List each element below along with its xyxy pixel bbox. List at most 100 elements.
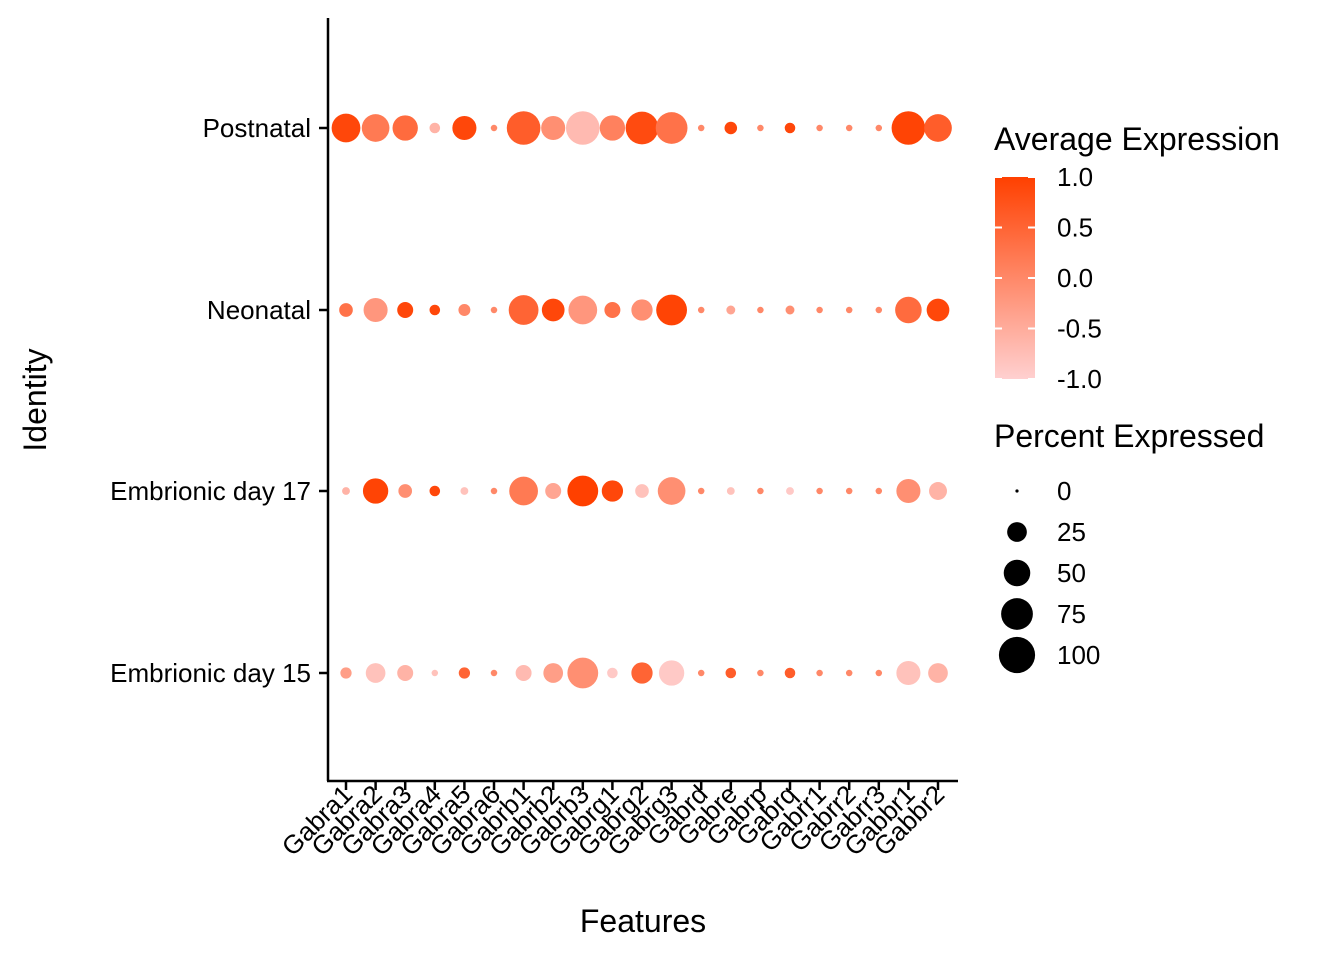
dot-point <box>515 665 532 681</box>
colorbar-label: 0.0 <box>1057 263 1093 293</box>
dot-point <box>786 487 794 495</box>
size-legend-title: Percent Expressed <box>994 418 1264 454</box>
dot-point <box>342 487 350 495</box>
dot-point <box>697 124 705 132</box>
dot-point <box>397 302 414 318</box>
dot-point <box>896 478 921 504</box>
dot-point <box>656 294 687 326</box>
dot-point <box>875 669 883 677</box>
x-ticks: Gabra1Gabra2Gabra3Gabra4Gabra5Gabra6Gabr… <box>276 779 951 862</box>
dot-point <box>845 669 853 677</box>
dot-point <box>545 483 562 499</box>
dot-point <box>757 306 764 314</box>
dot-point <box>429 304 441 316</box>
size-legend-label: 50 <box>1057 558 1086 588</box>
dot-point <box>509 476 538 506</box>
dot-point <box>724 121 738 135</box>
color-legend: Average Expression 1.0 0.5 0.0 -0.5 -1.0 <box>994 121 1280 394</box>
size-legend: Percent Expressed 0 25 50 75 100 <box>994 418 1264 674</box>
size-legend-label: 100 <box>1057 640 1100 670</box>
dot-point <box>429 485 441 497</box>
dot-point <box>565 111 600 145</box>
dot-point <box>392 115 418 141</box>
color-legend-title: Average Expression <box>994 121 1280 157</box>
dot-point <box>875 124 883 132</box>
size-legend-label: 75 <box>1057 599 1086 629</box>
dot-point <box>816 124 823 132</box>
colorbar-label: 1.0 <box>1057 162 1093 192</box>
dot-point <box>604 302 621 318</box>
size-legend-label: 0 <box>1057 476 1071 506</box>
y-tick-label: Embrionic day 15 <box>110 658 311 688</box>
dot-point <box>757 487 764 495</box>
size-legend-dot <box>1015 489 1019 493</box>
dot-point <box>607 667 618 679</box>
dot-point <box>875 487 883 495</box>
dot-point <box>490 124 498 132</box>
dot-point <box>429 122 441 134</box>
dot-point <box>697 306 705 314</box>
dot-point <box>926 298 950 322</box>
dot-point <box>567 475 599 507</box>
dot-point <box>631 299 653 321</box>
dot-point <box>460 487 469 495</box>
dot-point <box>757 124 764 132</box>
dot-point <box>657 477 686 505</box>
dot-point <box>431 669 439 677</box>
dot-point <box>924 114 952 142</box>
y-axis-title: Identity <box>17 348 53 451</box>
dot-point <box>541 115 566 141</box>
size-legend-dot <box>1007 522 1027 542</box>
dot-point <box>845 487 853 495</box>
colorbar-label: 0.5 <box>1057 213 1093 243</box>
dot-point <box>845 124 853 132</box>
dot-point <box>726 305 736 315</box>
dot-point <box>331 113 361 143</box>
dot-point <box>697 669 705 677</box>
size-legend-dot <box>998 636 1036 674</box>
dot-point <box>784 667 796 679</box>
dot-point <box>845 306 853 314</box>
dot-point <box>726 487 735 495</box>
dot-point <box>875 306 883 314</box>
dot-point <box>757 669 764 677</box>
dot-point <box>568 295 598 325</box>
dot-point <box>599 115 626 141</box>
dot-point <box>490 669 498 677</box>
dot-point <box>362 478 389 504</box>
dot-point <box>655 112 688 144</box>
dot-point <box>340 667 352 679</box>
dot-point <box>365 663 386 683</box>
dot-point <box>363 297 388 323</box>
dot-point <box>631 662 653 684</box>
dot-point <box>816 487 823 495</box>
dot-point <box>490 487 498 495</box>
y-ticks: Embrionic day 15 Embrionic day 17 Neonatal… <box>110 113 328 688</box>
size-legend-items: 0 25 50 75 100 <box>998 476 1100 674</box>
dot-point <box>697 487 705 495</box>
colorbar-label: -0.5 <box>1057 314 1102 344</box>
dot-point <box>397 665 414 681</box>
dot-point <box>658 660 685 686</box>
dot-point <box>458 304 471 316</box>
dot-point <box>625 111 659 145</box>
colorbar-label: -1.0 <box>1057 364 1102 394</box>
y-tick-label: Neonatal <box>207 295 311 325</box>
dot-point <box>929 482 947 500</box>
dot-point <box>543 663 564 683</box>
dot-point <box>452 115 477 141</box>
y-tick-label: Embrionic day 17 <box>110 476 311 506</box>
size-legend-label: 25 <box>1057 517 1086 547</box>
dot-point <box>541 298 565 322</box>
dot-point <box>891 111 926 145</box>
dot-point <box>816 669 823 677</box>
dot-point <box>508 295 539 325</box>
x-axis-title: Features <box>580 903 706 939</box>
dot-point <box>928 663 948 683</box>
colorbar-labels: 1.0 0.5 0.0 -0.5 -1.0 <box>995 162 1102 394</box>
dot-point <box>490 306 498 314</box>
dot-point <box>725 667 737 679</box>
size-legend-dot <box>1001 598 1033 630</box>
dot-point <box>361 114 390 142</box>
